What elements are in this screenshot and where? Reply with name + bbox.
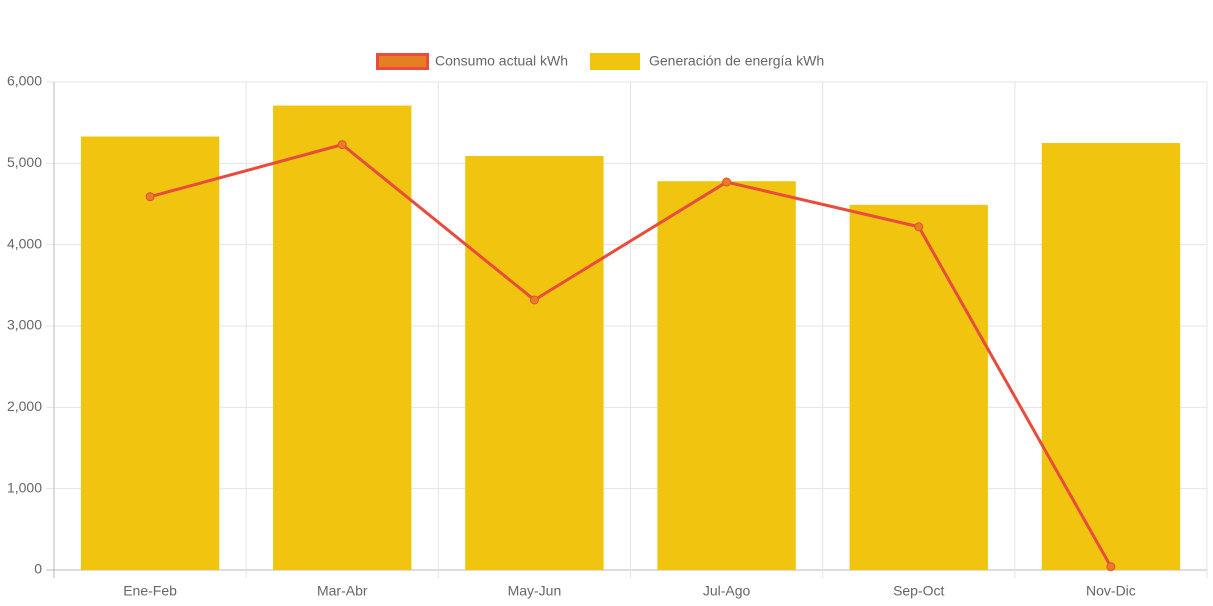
bar bbox=[465, 156, 604, 570]
y-tick-label: 2,000 bbox=[7, 398, 42, 414]
legend-swatch bbox=[590, 53, 640, 70]
point bbox=[722, 177, 732, 187]
bar bbox=[657, 181, 796, 570]
y-tick-label: 0 bbox=[34, 561, 42, 577]
bar bbox=[1041, 143, 1181, 570]
x-tick-label: Ene-Feb bbox=[123, 583, 177, 599]
legend-label: Consumo actual kWh bbox=[435, 53, 568, 69]
point bbox=[145, 192, 155, 202]
point bbox=[337, 140, 347, 150]
y-tick-label: 3,000 bbox=[7, 317, 42, 333]
legend-label: Generación de energía kWh bbox=[649, 53, 824, 69]
x-tick-label: Mar-Abr bbox=[317, 583, 368, 599]
y-tick-label: 1,000 bbox=[7, 479, 42, 495]
x-tick-label: May-Jun bbox=[508, 583, 562, 599]
point bbox=[1106, 562, 1116, 572]
y-tick-label: 5,000 bbox=[7, 154, 42, 170]
y-tick-label: 4,000 bbox=[7, 235, 42, 251]
x-tick-label: Jul-Ago bbox=[703, 583, 751, 599]
legend-swatch bbox=[376, 53, 429, 70]
x-tick-label: Nov-Dic bbox=[1086, 583, 1136, 599]
y-tick-label: 6,000 bbox=[7, 73, 42, 89]
bar bbox=[80, 136, 220, 570]
line bbox=[149, 143, 1113, 568]
bar bbox=[849, 204, 988, 570]
point bbox=[914, 222, 924, 232]
bar bbox=[273, 105, 412, 570]
point bbox=[529, 295, 539, 305]
x-tick-label: Sep-Oct bbox=[893, 583, 944, 599]
